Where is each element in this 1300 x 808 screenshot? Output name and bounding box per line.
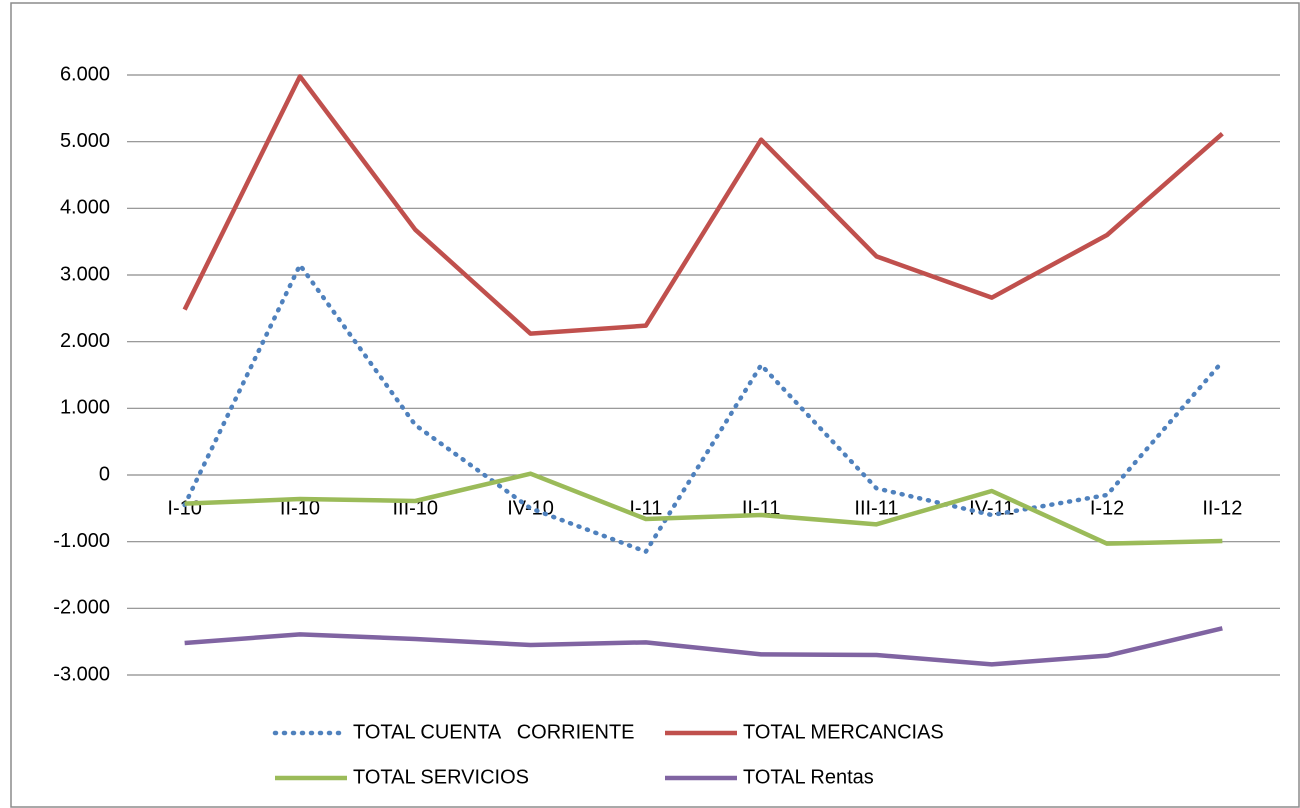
legend-label: TOTAL Rentas (743, 766, 874, 788)
y-tick-label: 6.000 (60, 63, 110, 85)
y-tick-label: 1.000 (60, 397, 110, 419)
legend-label: TOTAL SERVICIOS (353, 766, 529, 788)
series-line (184, 626, 1223, 667)
y-tick-label: 3.000 (60, 263, 110, 285)
series-line (184, 471, 1223, 546)
y-tick-label: 2.000 (60, 330, 110, 352)
x-tick-label: III-11 (854, 497, 898, 519)
series-line (182, 74, 1224, 336)
series-line (182, 260, 1225, 555)
y-tick-label: -3.000 (53, 663, 110, 685)
x-tick-label: II-10 (280, 497, 320, 519)
y-tick-label: -2.000 (53, 597, 110, 619)
x-tick-label: I-10 (167, 497, 201, 519)
x-tick-label: I-12 (1090, 497, 1124, 519)
y-tick-label: 5.000 (60, 130, 110, 152)
legend-label: TOTAL CUENTA CORRIENTE (353, 721, 635, 743)
y-tick-label: 0 (99, 463, 110, 485)
chart-border (10, 2, 1300, 808)
x-tick-label: II-12 (1202, 497, 1242, 519)
y-tick-label: -1.000 (53, 530, 110, 552)
legend-label: TOTAL MERCANCIAS (743, 721, 944, 743)
y-tick-label: 4.000 (60, 197, 110, 219)
